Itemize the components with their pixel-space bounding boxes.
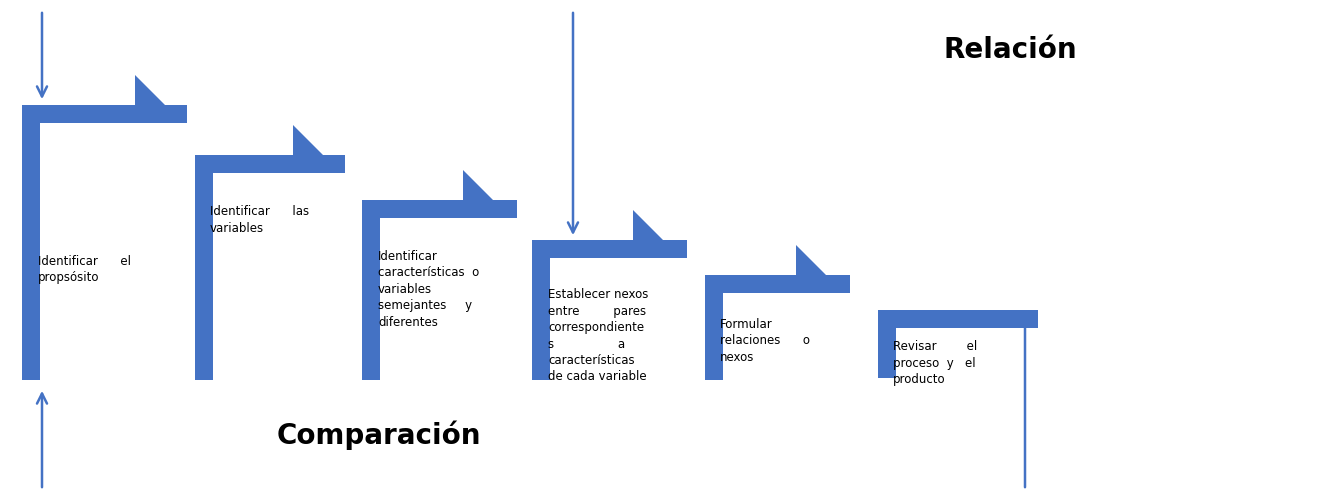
- Bar: [532, 240, 551, 380]
- Bar: [878, 310, 896, 378]
- Bar: [23, 105, 40, 380]
- Text: Identificar
características  o
variables
semejantes     y
diferentes: Identificar características o variables …: [378, 250, 479, 329]
- Bar: [532, 240, 688, 258]
- Polygon shape: [795, 245, 826, 275]
- Polygon shape: [136, 75, 165, 105]
- Bar: [196, 155, 213, 380]
- Polygon shape: [293, 125, 323, 155]
- Bar: [362, 200, 380, 380]
- Text: Revisar        el
proceso  y   el
producto: Revisar el proceso y el producto: [892, 340, 978, 386]
- Text: Relación: Relación: [944, 36, 1077, 64]
- Polygon shape: [463, 170, 493, 200]
- Text: Formular
relaciones      o
nexos: Formular relaciones o nexos: [720, 318, 810, 364]
- Text: Comparación: Comparación: [277, 420, 481, 450]
- Text: Establecer nexos
entre         pares
correspondiente
s                 a
caracte: Establecer nexos entre pares correspondi…: [548, 288, 649, 384]
- Bar: [705, 275, 724, 380]
- Bar: [705, 275, 850, 293]
- Bar: [23, 105, 188, 123]
- Text: Identificar      las
variables: Identificar las variables: [210, 205, 309, 235]
- Bar: [196, 155, 344, 173]
- Bar: [362, 200, 517, 218]
- Text: Identificar      el
propsósito: Identificar el propsósito: [39, 255, 130, 284]
- Polygon shape: [633, 210, 662, 240]
- Bar: [878, 310, 1037, 328]
